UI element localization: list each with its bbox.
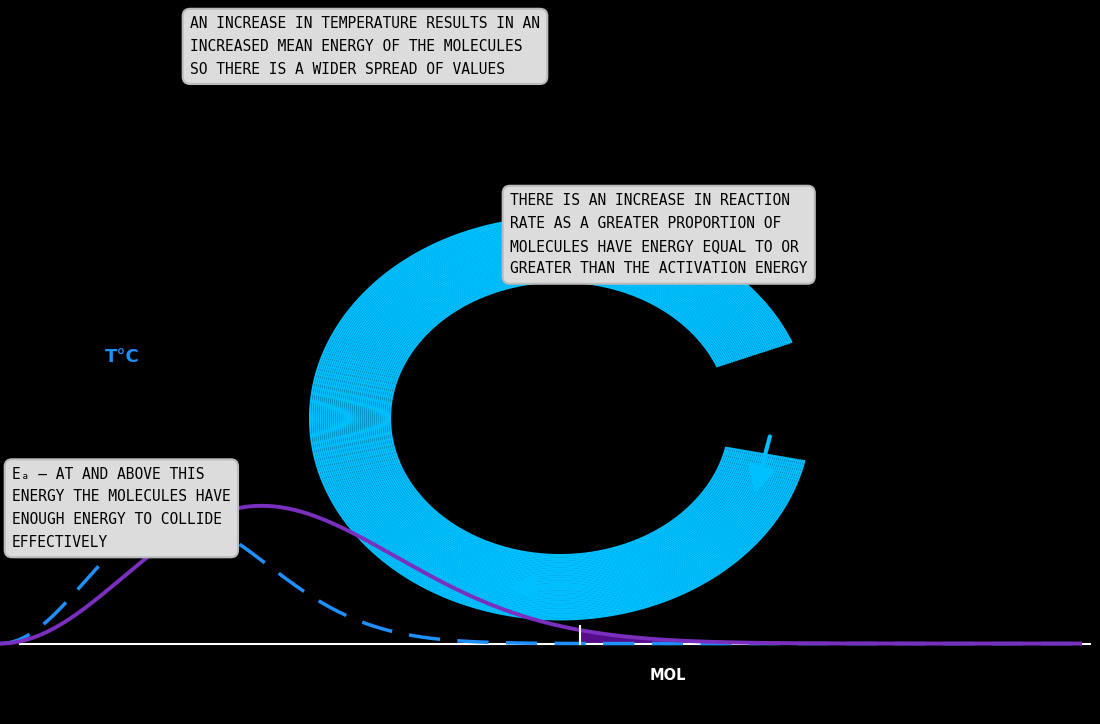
Text: AN INCREASE IN TEMPERATURE RESULTS IN AN
INCREASED MEAN ENERGY OF THE MOLECULES
: AN INCREASE IN TEMPERATURE RESULTS IN AN… [190, 16, 540, 77]
Text: (T+10)°C: (T+10)°C [140, 505, 218, 523]
Text: Eₐ – AT AND ABOVE THIS
ENERGY THE MOLECULES HAVE
ENOUGH ENERGY TO COLLIDE
EFFECT: Eₐ – AT AND ABOVE THIS ENERGY THE MOLECU… [12, 466, 231, 550]
Text: THERE IS AN INCREASE IN REACTION
RATE AS A GREATER PROPORTION OF
MOLECULES HAVE : THERE IS AN INCREASE IN REACTION RATE AS… [510, 193, 807, 277]
Text: T°C: T°C [104, 348, 140, 366]
Text: MOL: MOL [650, 668, 686, 683]
